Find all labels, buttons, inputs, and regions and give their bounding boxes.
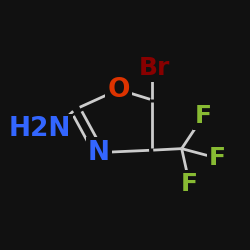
Text: O: O (108, 76, 130, 102)
Text: H2N: H2N (9, 116, 71, 142)
Text: Br: Br (138, 56, 170, 80)
Text: N: N (88, 140, 110, 166)
Text: F: F (208, 146, 226, 170)
Text: F: F (195, 104, 212, 128)
Text: F: F (181, 172, 198, 196)
